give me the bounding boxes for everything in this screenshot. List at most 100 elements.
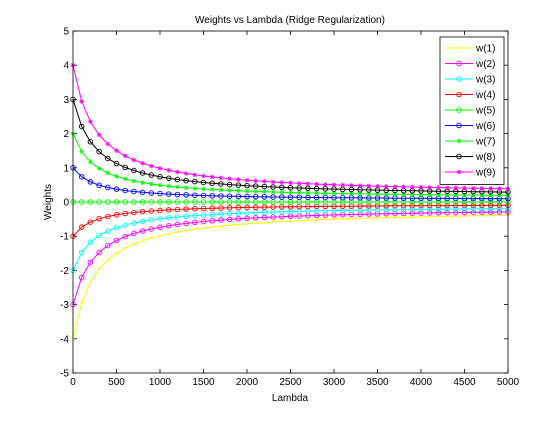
- data-point: [211, 225, 214, 229]
- data-point: [244, 193, 250, 200]
- data-point: [122, 153, 128, 159]
- data-point: [426, 202, 433, 209]
- data-point: [200, 212, 207, 218]
- legend-label: w(1): [475, 44, 495, 55]
- data-point: [374, 203, 381, 209]
- data-point: [175, 184, 180, 190]
- data-point: [96, 166, 102, 171]
- data-point: [174, 206, 181, 213]
- data-point: [165, 215, 172, 221]
- series-line-w6: [72, 167, 508, 200]
- data-point: [131, 220, 137, 226]
- data-point: [350, 217, 353, 220]
- data-point: [453, 185, 459, 191]
- data-point: [192, 178, 198, 185]
- data-point: [235, 182, 242, 188]
- data-point: [244, 215, 250, 222]
- data-point: [174, 199, 181, 205]
- data-point: [200, 179, 207, 186]
- data-point: [444, 206, 450, 212]
- data-point: [444, 209, 450, 216]
- data-point: [200, 205, 207, 212]
- data-point: [166, 168, 171, 173]
- data-point: [252, 204, 259, 211]
- data-point: [192, 206, 198, 212]
- data-point: [453, 202, 459, 209]
- data-point: [400, 210, 407, 217]
- data-point: [444, 192, 450, 198]
- data-point: [470, 206, 476, 212]
- data-point: [183, 206, 189, 212]
- data-point: [400, 199, 407, 205]
- data-point: [261, 199, 268, 205]
- data-point: [139, 208, 146, 215]
- data-point: [80, 301, 83, 304]
- data-point: [165, 207, 172, 213]
- data-point: [357, 199, 363, 205]
- data-point: [418, 192, 424, 197]
- data-point: [122, 164, 128, 171]
- data-point: [96, 132, 102, 138]
- data-point: [78, 224, 85, 230]
- data-point: [410, 184, 415, 190]
- data-point: [157, 182, 163, 188]
- data-point: [487, 206, 494, 212]
- data-point: [349, 183, 354, 188]
- data-point: [209, 192, 215, 199]
- data-point: [244, 210, 250, 216]
- data-point: [113, 224, 120, 231]
- data-point: [279, 189, 285, 195]
- data-point: [174, 214, 181, 220]
- data-point: [200, 192, 207, 199]
- data-point: [479, 209, 485, 215]
- data-point: [122, 210, 128, 217]
- data-point: [496, 199, 503, 205]
- data-point: [487, 209, 494, 215]
- x-tick-label: 4000: [410, 377, 433, 388]
- data-point: [488, 192, 493, 198]
- data-point: [383, 207, 389, 213]
- data-point: [383, 191, 389, 197]
- data-point: [383, 199, 389, 205]
- data-point: [252, 193, 259, 200]
- data-point: [392, 206, 398, 213]
- x-tick-label: 2000: [236, 377, 259, 388]
- data-point: [385, 216, 388, 219]
- data-point: [479, 206, 485, 212]
- axes-box: [72, 30, 509, 374]
- data-point: [157, 174, 163, 180]
- data-point: [418, 210, 424, 216]
- series-line-w8: [72, 99, 509, 193]
- data-point: [192, 172, 198, 178]
- chart-title: Weights vs Lambda (Ridge Regularization): [195, 15, 385, 26]
- data-point: [376, 216, 379, 220]
- legend-marker: [456, 169, 462, 175]
- data-point: [374, 199, 381, 205]
- y-tick-label: -2: [60, 266, 69, 277]
- data-point: [227, 188, 232, 193]
- data-point: [306, 219, 310, 222]
- data-point: [78, 199, 85, 205]
- data-point: [167, 232, 170, 235]
- data-point: [262, 179, 267, 184]
- data-point: [436, 185, 441, 190]
- data-point: [131, 199, 137, 205]
- data-point: [78, 274, 85, 281]
- y-tick-label: -4: [60, 334, 69, 345]
- data-point: [139, 218, 146, 225]
- data-point: [287, 194, 294, 200]
- data-point: [426, 199, 433, 205]
- data-point: [375, 183, 380, 189]
- data-point: [150, 236, 153, 240]
- data-point: [226, 210, 233, 217]
- legend-label: w(5): [475, 106, 495, 117]
- data-point: [157, 224, 163, 230]
- data-point: [148, 172, 155, 178]
- data-point: [131, 167, 137, 174]
- data-point: [201, 173, 206, 179]
- data-point: [332, 218, 336, 221]
- data-point: [498, 214, 501, 217]
- data-point: [435, 210, 442, 216]
- data-point: [113, 160, 120, 167]
